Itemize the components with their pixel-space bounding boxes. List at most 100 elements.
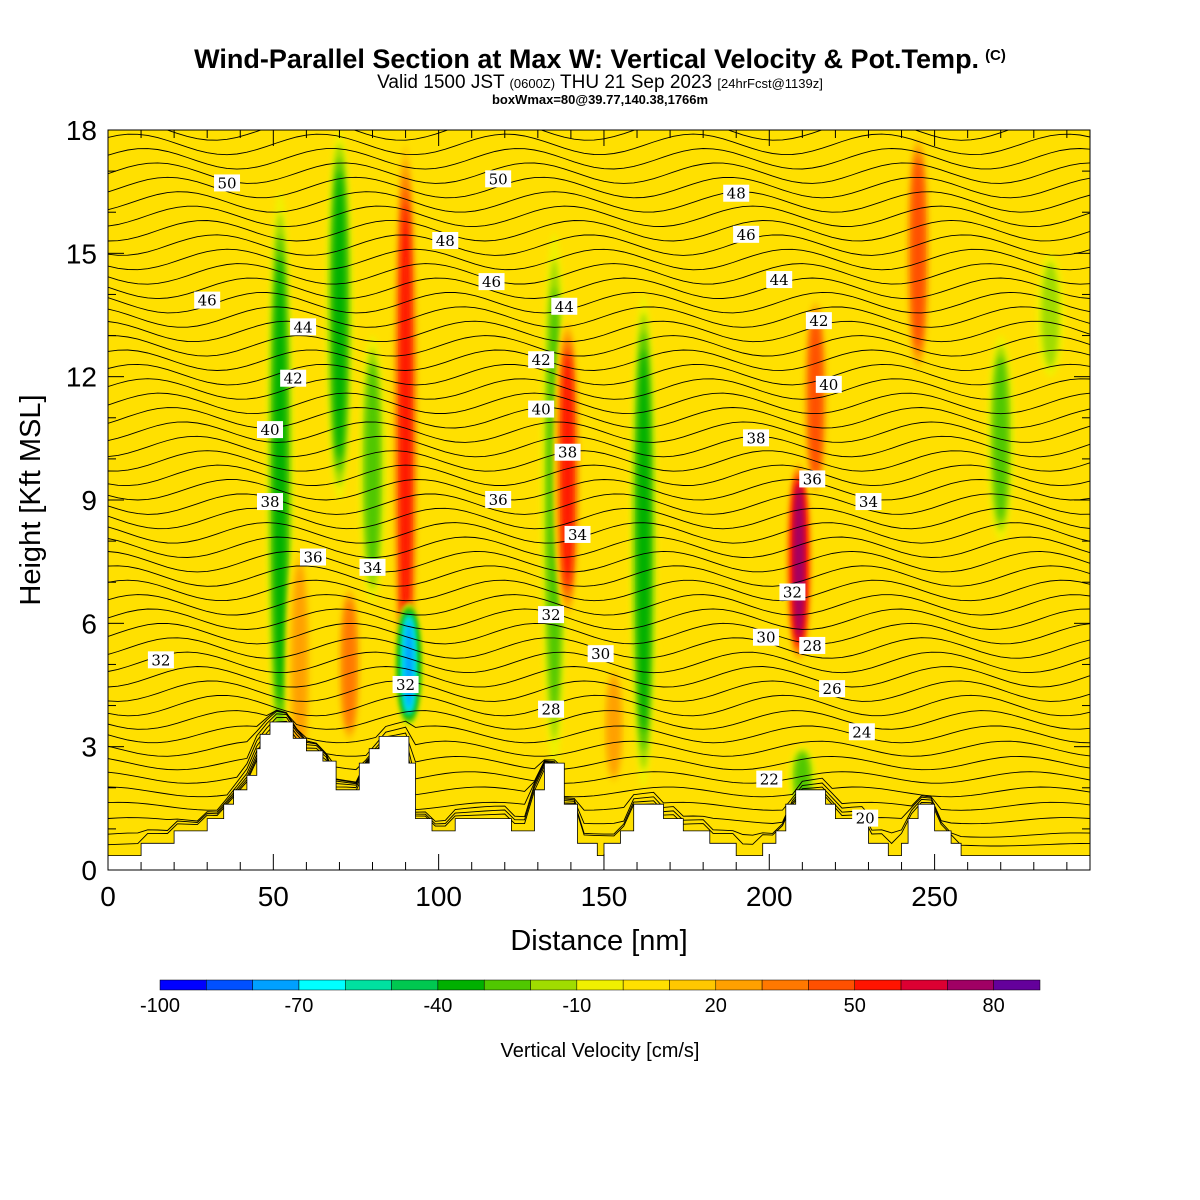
theta-label-9: 32 — [396, 676, 415, 694]
theta-label-box-31 — [478, 273, 505, 291]
y-tick-label-15: 15 — [66, 238, 97, 269]
x-tick-label-150: 150 — [581, 881, 628, 912]
y-tick-label-3: 3 — [81, 732, 97, 763]
theta-line-37 — [108, 306, 1090, 328]
theta-label-box-25 — [528, 351, 555, 369]
theta-label-box-9 — [392, 676, 419, 693]
colorbar-tick-label-4: 20 — [705, 995, 727, 1017]
chart-title: Wind-Parallel Section at Max W: Vertical… — [0, 44, 1200, 75]
theta-line-38 — [108, 291, 1090, 314]
colorbar-bin-12 — [715, 979, 763, 991]
colorbar-bin-11 — [669, 979, 717, 991]
theta-label-13: 34 — [568, 526, 587, 544]
colorbar-bin-0 — [159, 979, 207, 991]
colorbar-tick-label-0: -100 — [140, 995, 180, 1017]
theta-label-35: 50 — [217, 174, 236, 192]
colorbar-bin-9 — [576, 979, 624, 991]
theta-label-0: 20 — [856, 810, 875, 828]
w-feature-13-level-5 — [912, 159, 924, 348]
theta-label-box-8 — [147, 651, 174, 669]
theta-label-7: 30 — [756, 629, 775, 647]
valid-time: Valid 1500 JST — [377, 72, 505, 93]
theta-label-16: 36 — [489, 491, 508, 509]
x-tick-label-200: 200 — [746, 881, 793, 912]
theta-label-box-30 — [194, 291, 221, 309]
theta-line-28 — [108, 435, 1090, 458]
theta-line-29 — [108, 421, 1090, 443]
colorbar-tick-label-1: -70 — [284, 995, 313, 1017]
theta-line-12 — [108, 666, 1090, 688]
w-feature-15-level-2 — [1041, 262, 1060, 368]
theta-label-2: 24 — [852, 723, 871, 741]
theta-line-44 — [108, 205, 1090, 228]
x-axis-label: Distance [nm] — [510, 925, 687, 957]
theta-line-27 — [108, 450, 1090, 472]
theta-line-9 — [108, 709, 1090, 730]
theta-label-box-20 — [743, 429, 770, 447]
theta-line-47 — [108, 162, 1090, 184]
theta-label-19: 38 — [558, 444, 577, 462]
w-feature-6-level-8 — [404, 618, 414, 710]
vertical-velocity-field — [265, 130, 1065, 809]
colorbar-bin-18 — [993, 979, 1041, 991]
theta-line-51 — [108, 105, 1090, 126]
theta-label-28: 44 — [555, 298, 574, 316]
colorbar-bin-7 — [483, 979, 531, 991]
theta-line-7 — [108, 710, 1090, 757]
colorbar-tick-label-3: -10 — [562, 995, 591, 1017]
theta-label-box-32 — [733, 225, 760, 243]
y-axis-label: Height [Kft MSL] — [15, 394, 47, 605]
theta-line-36 — [108, 320, 1090, 343]
theta-line-17 — [108, 594, 1090, 616]
colorbar-tick-label-5: 50 — [844, 995, 866, 1017]
theta-label-box-0 — [852, 809, 879, 827]
colorbar: -100 -70 -40 -10 20 50 80 — [140, 979, 1041, 1017]
chart-subtitle: Valid 1500 JST (0600Z) THU 21 Sep 2023 [… — [0, 72, 1200, 94]
theta-line-10 — [108, 694, 1090, 717]
theta-label-box-19 — [554, 443, 581, 461]
w-feature-4-level-3 — [365, 362, 380, 577]
theta-line-39 — [108, 277, 1090, 300]
theta-label-6: 30 — [591, 645, 610, 663]
theta-line-18 — [108, 579, 1090, 602]
theta-label-32: 46 — [737, 226, 756, 244]
x-tick-label-0: 0 — [100, 881, 116, 912]
theta-line-26 — [108, 464, 1090, 487]
theta-label-box-16 — [485, 491, 512, 508]
colorbar-tick-label-2: -40 — [423, 995, 452, 1017]
theta-line-22 — [108, 522, 1090, 544]
theta-label-box-29 — [766, 271, 793, 289]
w-feature-12-level-5 — [809, 319, 822, 476]
theta-label-box-13 — [564, 525, 591, 543]
theta-label-box-4 — [538, 700, 565, 718]
theta-line-31 — [108, 392, 1090, 415]
theta-label-18: 38 — [260, 493, 279, 511]
theta-label-10: 32 — [542, 606, 561, 624]
colorbar-bin-10 — [622, 979, 670, 991]
theta-line-46 — [108, 176, 1090, 199]
theta-label-14: 34 — [859, 493, 878, 511]
theta-label-box-12 — [359, 558, 386, 576]
theta-label-3: 26 — [823, 680, 842, 698]
theta-label-box-10 — [538, 606, 565, 624]
colorbar-bin-8 — [530, 979, 578, 991]
theta-label-box-26 — [805, 312, 832, 330]
x-tick-label-250: 250 — [911, 881, 958, 912]
theta-label-box-36 — [485, 170, 512, 188]
valid-date: THU 21 Sep 2023 — [560, 72, 713, 93]
theta-label-box-17 — [799, 470, 826, 488]
theta-label-21: 40 — [260, 421, 279, 439]
theta-line-48 — [108, 148, 1090, 170]
colorbar-bin-4 — [345, 979, 392, 991]
theta-label-box-6 — [587, 645, 614, 663]
theta-label-27: 44 — [294, 318, 313, 336]
theta-label-box-33 — [432, 232, 459, 249]
theta-label-33: 48 — [436, 232, 455, 250]
theta-line-25 — [108, 478, 1090, 501]
theta-label-box-22 — [528, 400, 555, 418]
theta-label-box-15 — [299, 548, 326, 566]
theta-line-45 — [108, 191, 1090, 213]
theta-line-41 — [108, 248, 1090, 271]
theta-label-11: 32 — [783, 584, 802, 602]
